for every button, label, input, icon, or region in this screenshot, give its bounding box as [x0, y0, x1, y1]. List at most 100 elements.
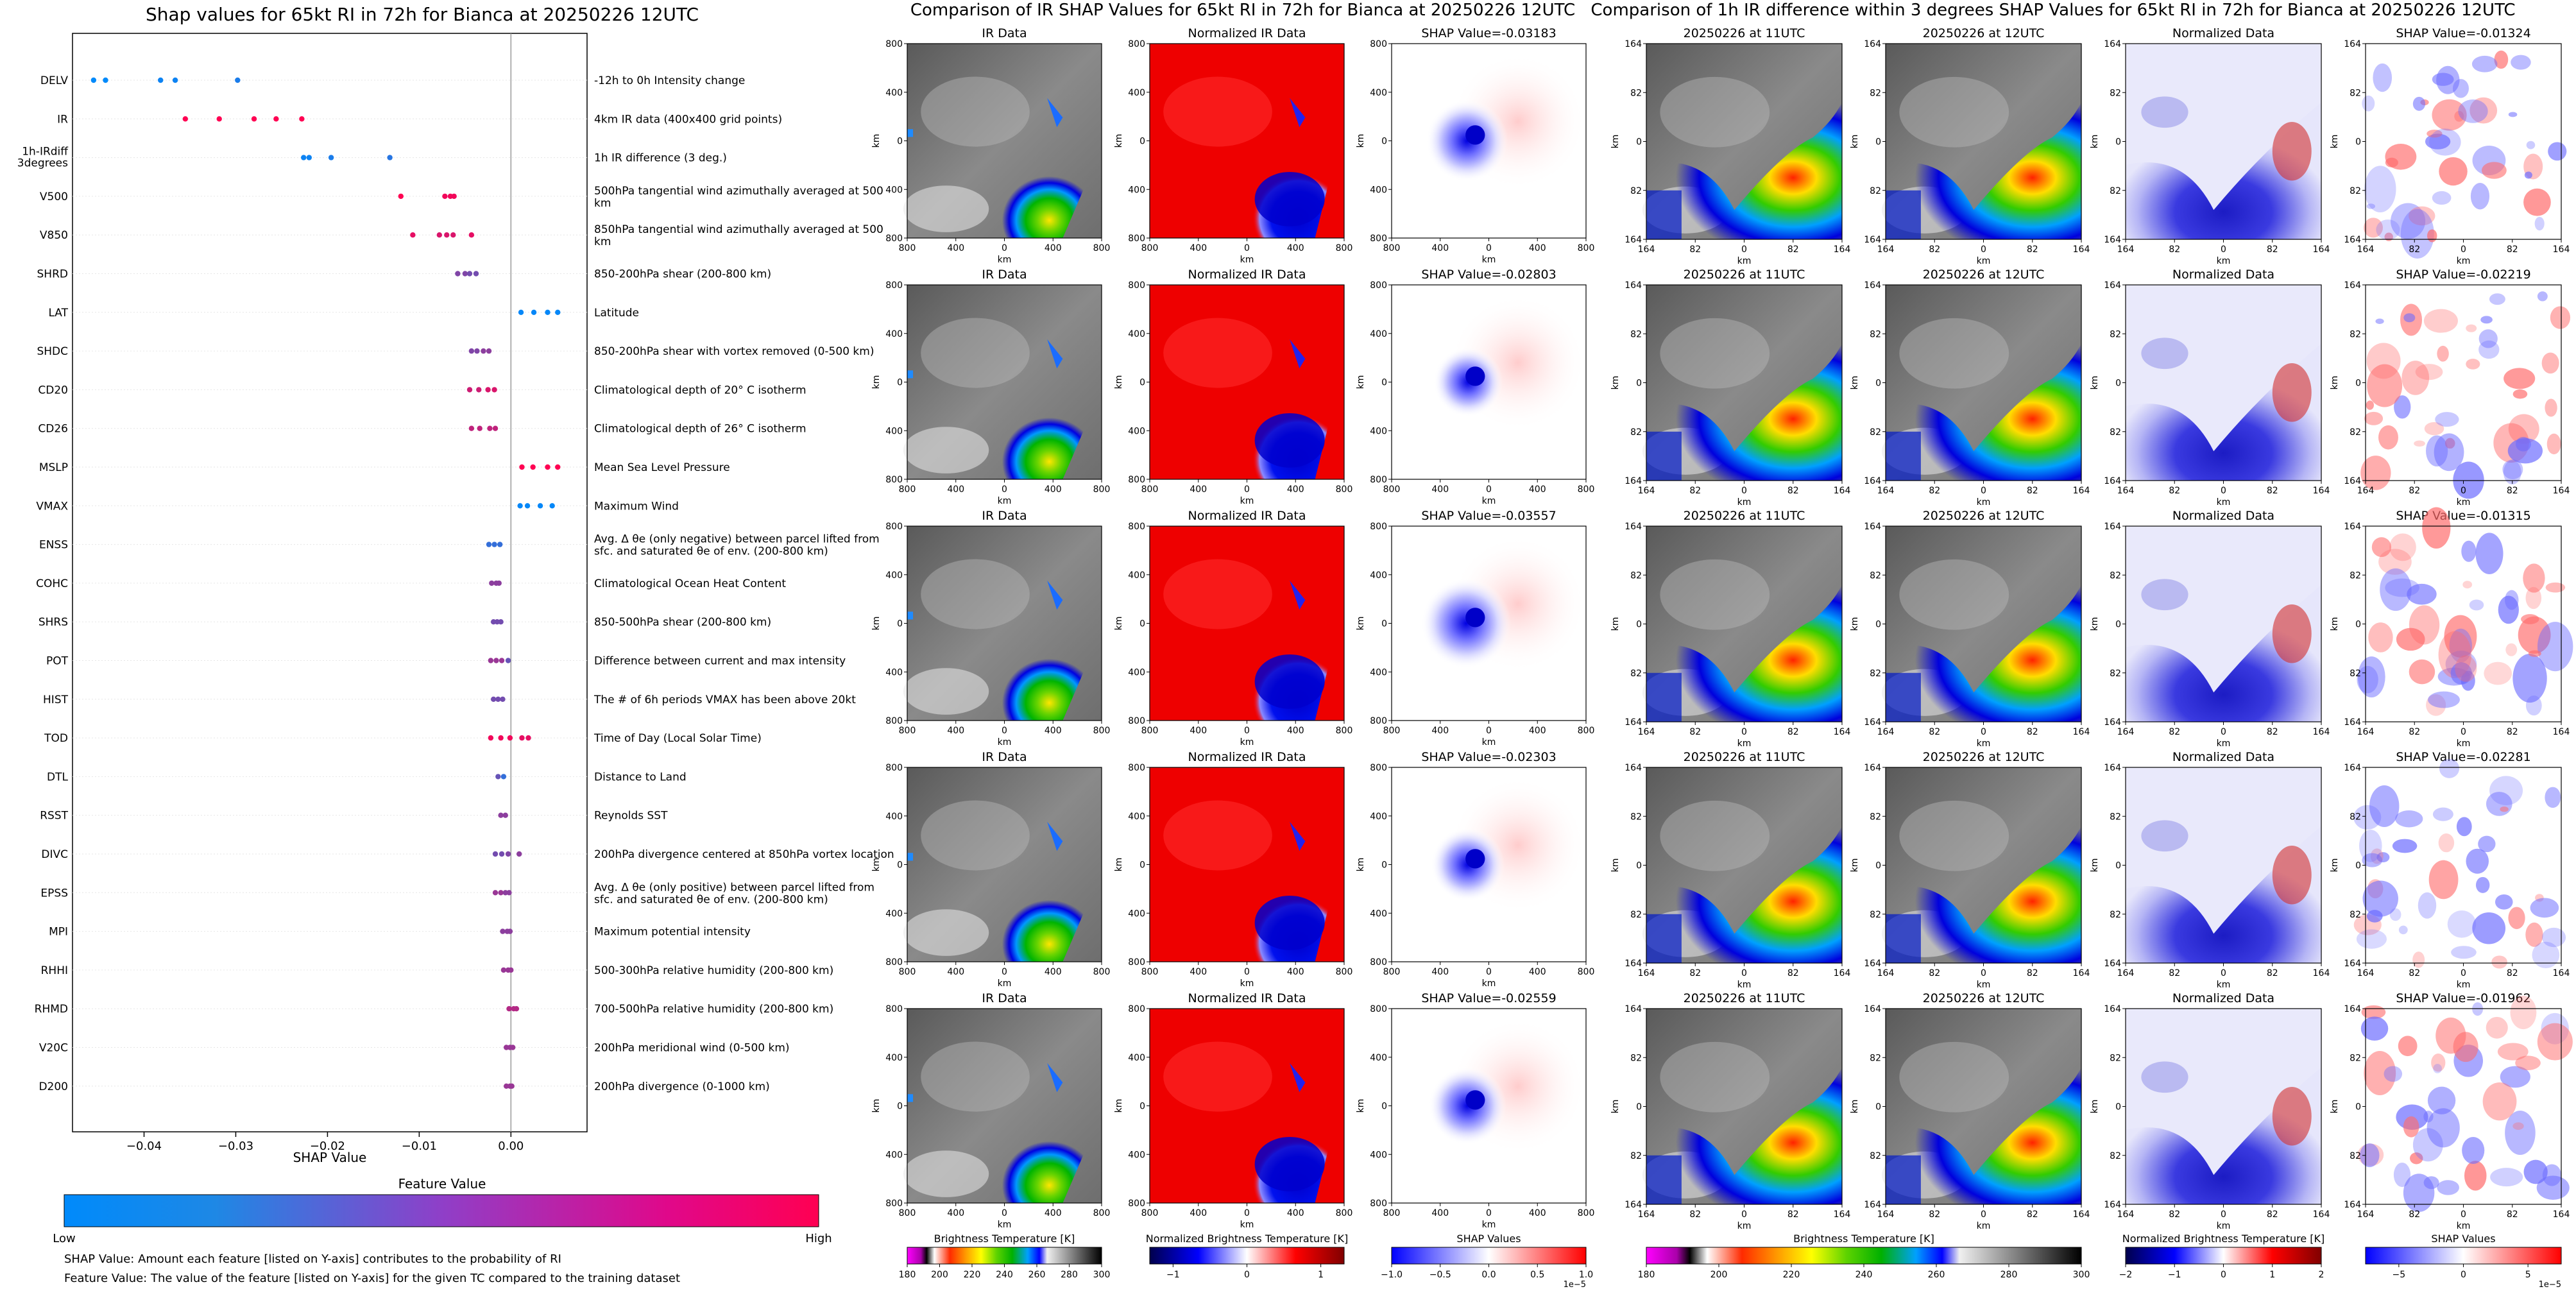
feature-description-label: Latitude [594, 307, 639, 320]
feature-code-label: EPSS [40, 887, 68, 900]
y-tick-label: 400 [1128, 1150, 1145, 1160]
y-tick-label: 400 [1370, 1150, 1387, 1160]
x-tick-label: 800 [1578, 726, 1595, 736]
x-axis-unit: km [1977, 497, 1991, 508]
feature-description-label: Reynolds SST [594, 810, 668, 823]
x-tick-label: 82 [1929, 1209, 1940, 1220]
colorbar-label: SHAP Values [1456, 1233, 1521, 1245]
colorbar-tick-label: 0.5 [1530, 1270, 1544, 1280]
colorbar: Normalized Brightness Temperature [K] −2 −… [2119, 1233, 2325, 1280]
shap-point [473, 271, 479, 277]
x-tick-label: 164 [1834, 486, 1851, 496]
y-tick-label: 82 [2110, 570, 2121, 581]
feature-row: DELV -12h to 0h Intensity change [40, 74, 745, 87]
beeswarm-panel: Shap values for 65kt RI in 72h for Bianc… [17, 4, 894, 1285]
y-tick-label: 0 [2355, 861, 2361, 871]
shap-point [492, 851, 499, 857]
y-tick-label: 800 [885, 763, 903, 773]
y-tick-label: 82 [2350, 1151, 2361, 1161]
y-tick-label: 400 [1370, 185, 1387, 195]
feature-code-label: LAT [48, 307, 68, 320]
shap-point [549, 503, 555, 509]
shap-point [436, 232, 443, 238]
y-tick-label: 0 [1636, 379, 1642, 389]
y-tick-label: 164 [1864, 39, 1881, 49]
x-tick-label: 800 [1383, 726, 1401, 736]
y-tick-label: 0 [1381, 860, 1387, 871]
y-tick-label: 82 [1630, 186, 1642, 196]
x-tick-label: 82 [2507, 244, 2518, 255]
x-tick-label: 800 [1141, 1208, 1159, 1218]
x-tick-label: 164 [2073, 486, 2090, 496]
y-tick-label: 800 [1128, 1199, 1145, 1209]
y-tick-label: 800 [1370, 763, 1387, 773]
y-tick-label: 400 [1128, 1053, 1145, 1063]
feature-row: CD26 Climatological depth of 26° C isothe… [38, 423, 806, 436]
feature-code-label: SHRD [37, 268, 68, 281]
subplot-title: 20250226 at 12UTC [1923, 509, 2045, 523]
shap-point [555, 309, 561, 315]
x-tick-label: 164 [2313, 968, 2330, 978]
shap-point [498, 619, 504, 625]
x-tick-label: 82 [2409, 1209, 2420, 1220]
feature-code-label: DTL [47, 771, 68, 783]
shap-point [251, 116, 257, 122]
x-tick-label: 164 [2553, 727, 2570, 737]
x-tick-label: 400 [1529, 243, 1546, 253]
x-tick-label: 82 [2507, 1209, 2518, 1220]
x-tick-label: 400 [947, 967, 964, 977]
shap-point [517, 503, 523, 509]
subplot-title: SHAP Value=-0.02219 [2396, 268, 2530, 282]
feature-description-label: 850-200hPa shear with vortex removed (0-… [594, 345, 874, 358]
shap-point [182, 116, 189, 122]
feature-code-label: SHRS [38, 616, 68, 629]
x-tick-label: 400 [1045, 967, 1062, 977]
x-tick-label: −0.02 [310, 1140, 345, 1153]
feature-code-label: 1h-IRdiff 3degrees [17, 146, 69, 170]
subplot-title: SHAP Value=-0.02559 [1421, 991, 1556, 1005]
feature-code-label: VMAX [36, 500, 68, 513]
y-tick-label: 800 [1370, 957, 1387, 968]
y-tick-label: 800 [1370, 1199, 1387, 1209]
x-axis-unit: km [2457, 980, 2471, 990]
y-tick-label: 0 [1875, 1102, 1881, 1113]
y-axis-unit: km [1610, 858, 1621, 873]
x-tick-label: 800 [1093, 243, 1111, 253]
x-tick-label: 400 [1287, 484, 1304, 495]
y-tick-label: 82 [2350, 570, 2361, 581]
x-tick-label: 164 [2313, 1209, 2330, 1220]
subplot-title: 20250226 at 12UTC [1923, 991, 2045, 1005]
x-axis-unit: km [2217, 738, 2231, 749]
x-tick-label: 800 [1141, 243, 1159, 253]
y-tick-label: 800 [1128, 39, 1145, 49]
colorbar-tick-label: 1.0 [1579, 1270, 1593, 1280]
colorbar-exponent: 1e−5 [2539, 1280, 2561, 1289]
x-axis-unit: km [1482, 1220, 1496, 1230]
shap-point [500, 967, 507, 973]
y-tick-label: 164 [2344, 717, 2361, 728]
ir-diff-shap-comparison-title: Comparison of 1h IR difference within 3 … [1591, 1, 2515, 20]
colorbar-label: Normalized Brightness Temperature [K] [2122, 1233, 2325, 1245]
x-tick-label: 0 [1002, 484, 1007, 495]
feature-description-label: -12h to 0h Intensity change [594, 74, 745, 87]
colorbar: SHAP Values −5 0 5 1e−5 [2365, 1233, 2562, 1289]
feature-description-label: The # of 6h periods VMAX has been above … [593, 694, 856, 706]
x-tick-label: 82 [2267, 1209, 2278, 1220]
y-tick-label: 82 [1870, 669, 1881, 679]
y-tick-label: 800 [885, 280, 903, 291]
x-tick-label: 400 [1287, 967, 1304, 977]
subplot-title: IR Data [982, 26, 1027, 40]
y-tick-label: 800 [1370, 39, 1387, 49]
y-tick-label: 400 [1128, 570, 1145, 581]
x-tick-label: 164 [2313, 244, 2330, 255]
x-axis-unit: km [2457, 1221, 2471, 1231]
shap-point [505, 851, 511, 857]
shap-point [493, 658, 499, 663]
x-tick-label: 164 [2357, 244, 2375, 255]
x-tick-label: 800 [1383, 1208, 1401, 1218]
x-tick-label: 0 [2461, 727, 2466, 737]
y-axis-unit: km [2090, 617, 2100, 631]
